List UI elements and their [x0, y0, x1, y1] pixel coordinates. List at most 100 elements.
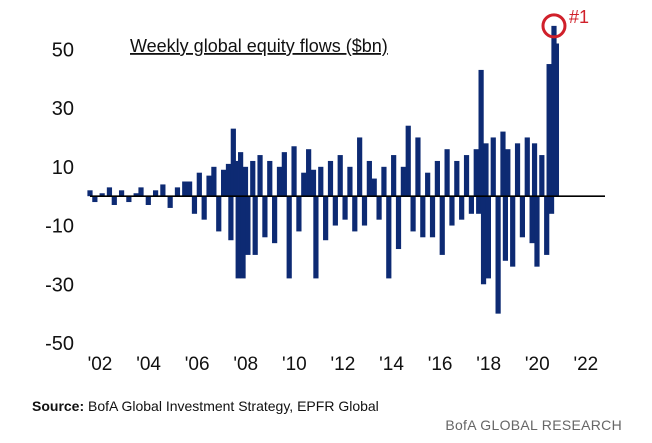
flow-bar — [478, 69, 484, 197]
source-label: Source: — [32, 398, 85, 414]
flow-bar — [371, 178, 377, 197]
flow-bar — [281, 152, 287, 197]
flow-bar — [500, 131, 506, 197]
y-tick-label: 30 — [52, 98, 74, 120]
flow-bar — [323, 196, 329, 241]
flow-bar — [106, 187, 113, 197]
flow-bar — [352, 196, 358, 232]
flow-bar — [133, 193, 139, 197]
flow-bar — [524, 137, 530, 197]
flow-bar — [366, 160, 372, 197]
flow-bar — [454, 160, 460, 197]
flow-bar — [196, 172, 202, 197]
flow-bar — [429, 196, 436, 238]
flow-bar — [505, 149, 511, 197]
flow-bar — [514, 143, 521, 197]
x-tick-label: '20 — [525, 354, 550, 375]
flow-bar — [174, 187, 181, 197]
flow-bar — [87, 190, 93, 197]
flow-bar — [186, 181, 193, 197]
flow-bar — [439, 196, 445, 255]
chart-title: Weekly global equity flows ($bn) — [130, 36, 388, 56]
flow-bar — [257, 155, 263, 197]
flow-bar — [111, 196, 117, 205]
flow-bar — [240, 196, 246, 279]
flow-bar — [463, 155, 470, 197]
flow-bar — [519, 196, 526, 238]
flow-bar — [468, 196, 474, 214]
x-tick-label: '02 — [88, 354, 113, 375]
flow-bar — [152, 190, 159, 197]
flow-bar — [138, 187, 144, 197]
brand-footer: BofA GLOBAL RESEARCH — [445, 417, 622, 433]
bars — [87, 25, 560, 314]
flow-bar — [534, 196, 540, 267]
flow-bar — [410, 196, 416, 232]
flow-bar — [420, 196, 426, 238]
flow-bar — [160, 184, 166, 197]
flow-bar — [502, 196, 509, 261]
flow-bar — [337, 155, 343, 197]
y-tick-label: -10 — [45, 216, 74, 238]
flow-bar — [291, 146, 297, 197]
flow-bar — [206, 175, 212, 197]
x-tick-label: '06 — [185, 354, 210, 375]
flow-bar — [221, 169, 227, 197]
flow-bar — [313, 196, 319, 279]
flow-bar — [400, 166, 406, 197]
flow-bar — [228, 196, 234, 241]
flow-bar — [267, 160, 273, 197]
x-tick-label: '18 — [476, 354, 501, 375]
y-tick-label: -50 — [45, 333, 74, 355]
flow-bar — [405, 125, 411, 197]
flow-bar — [483, 143, 489, 197]
flow-bar — [357, 137, 363, 197]
flow-bar — [306, 149, 312, 197]
flow-bar — [272, 196, 278, 244]
flow-bar — [361, 196, 368, 226]
flow-bar — [99, 193, 105, 197]
flow-bar — [529, 196, 535, 244]
flow-bar — [318, 166, 324, 197]
flow-bar — [182, 181, 188, 197]
flow-bar — [327, 160, 334, 197]
flow-bar — [415, 137, 421, 197]
x-axis: '02 '04 '06 '08 '10 '12 '14 '16 '18 '20 '22 — [88, 354, 599, 375]
flow-bar — [480, 196, 487, 285]
flow-bar — [216, 196, 222, 232]
flow-bar — [548, 196, 555, 214]
flow-bar — [553, 43, 560, 197]
flow-bar — [245, 196, 251, 255]
record-annotation: #1 — [569, 7, 589, 27]
flow-bar — [211, 166, 217, 197]
flow-bar — [252, 196, 258, 255]
flow-bar — [381, 166, 387, 197]
flow-bar — [167, 196, 173, 208]
y-tick-label: 50 — [52, 39, 74, 61]
x-tick-label: '04 — [136, 354, 161, 375]
flow-bar — [425, 172, 431, 197]
flow-bar — [485, 196, 491, 279]
flow-bar — [476, 196, 482, 214]
flow-bar — [434, 160, 440, 197]
flow-bar — [201, 196, 207, 220]
record-highlight-circle — [541, 13, 567, 39]
flow-bar — [342, 196, 348, 220]
flow-bar — [238, 152, 244, 197]
flow-bar — [332, 196, 338, 226]
flow-bar — [495, 196, 501, 314]
flow-bar — [546, 64, 552, 197]
flow-bar — [250, 160, 256, 197]
flow-bar — [449, 196, 455, 226]
x-tick-label: '14 — [379, 354, 404, 375]
flow-bar — [118, 190, 125, 197]
flow-bar — [92, 196, 98, 203]
flow-bar — [276, 166, 283, 197]
flow-bar — [459, 196, 465, 220]
flow-bar — [286, 196, 292, 279]
flow-bar — [126, 196, 132, 203]
y-tick-label: -30 — [45, 274, 74, 296]
flow-bar — [531, 143, 538, 197]
y-tick-label: 10 — [52, 157, 74, 179]
